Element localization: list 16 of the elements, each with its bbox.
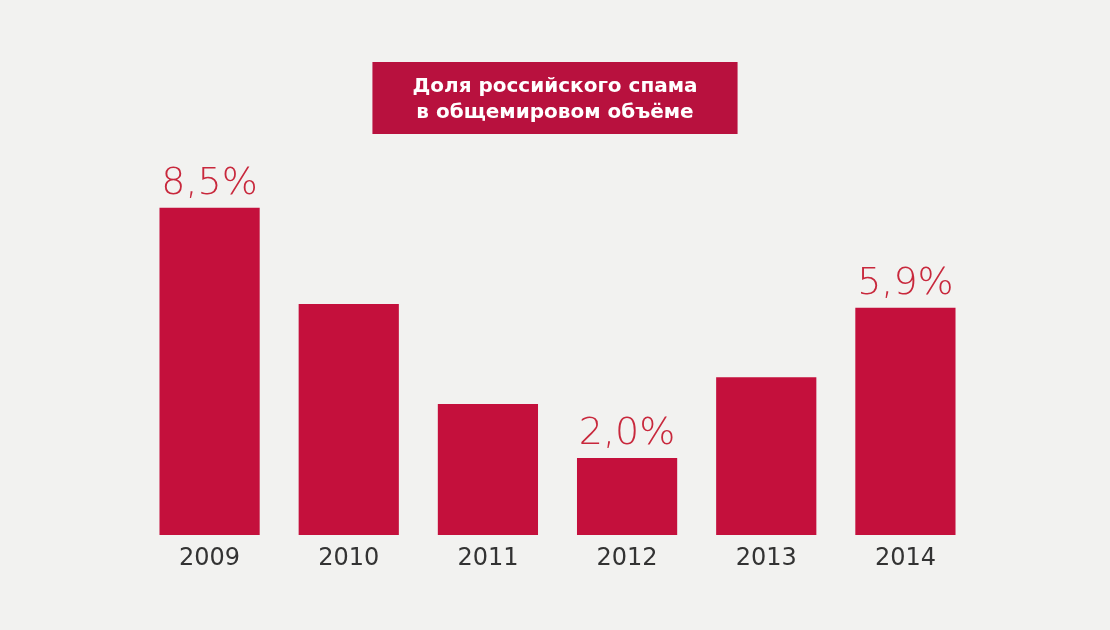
x-tick-label: 2010 (318, 543, 380, 571)
data-label: 2,0% (578, 409, 676, 453)
bar (437, 404, 539, 535)
bar (716, 377, 817, 535)
x-tick-label: 2009 (179, 543, 241, 571)
x-tick-label: 2014 (874, 543, 936, 571)
bar (298, 304, 399, 535)
data-label: 8,5% (161, 158, 258, 203)
bar (576, 458, 678, 535)
data-label: 5,9% (857, 258, 954, 303)
bar (855, 307, 956, 535)
x-tick-label: 2012 (596, 543, 658, 571)
x-tick-label: 2011 (457, 543, 519, 571)
x-tick-label: 2013 (735, 543, 797, 571)
bar (159, 207, 260, 535)
chart-title: Доля российского спама в общемировом объёме (412, 73, 698, 123)
